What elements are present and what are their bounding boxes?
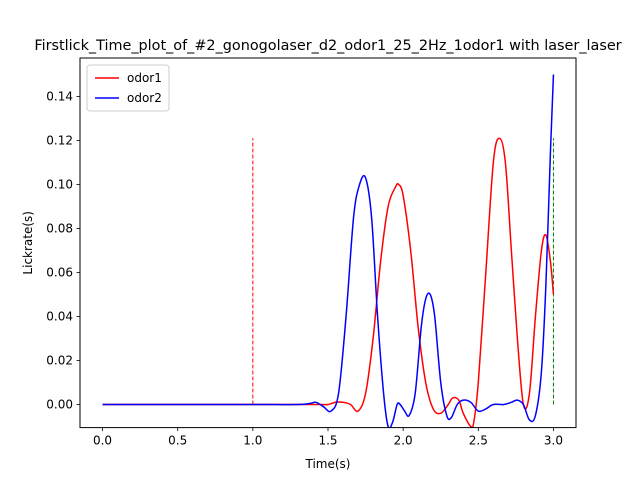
- y-axis: 0.00 0.02 0.04 0.06 0.08 0.10 0.12 0.14: [46, 90, 80, 412]
- legend-label-odor1: odor1: [127, 71, 162, 85]
- y-tick-label: 0.10: [46, 178, 73, 192]
- y-tick-label: 0.00: [46, 398, 73, 412]
- y-axis-label: Lickrate(s): [21, 211, 35, 275]
- x-tick-label: 2.0: [394, 434, 413, 448]
- x-tick-label: 3.0: [544, 434, 563, 448]
- plot-area: [102, 74, 555, 428]
- y-tick-label: 0.12: [46, 134, 73, 148]
- legend: odor1 odor2: [86, 64, 170, 112]
- y-tick-label: 0.02: [46, 354, 73, 368]
- x-tick-label: 2.5: [469, 434, 488, 448]
- series-line-odor2: [102, 74, 555, 428]
- y-tick-label: 0.06: [46, 266, 73, 280]
- y-tick-label: 0.14: [46, 90, 73, 104]
- x-axis: 0.0 0.5 1.0 1.5 2.0 2.5 3.0: [93, 427, 563, 448]
- x-tick-label: 1.5: [318, 434, 337, 448]
- y-tick-label: 0.04: [46, 310, 73, 324]
- y-tick-label: 0.08: [46, 222, 73, 236]
- legend-box: [86, 64, 170, 112]
- x-axis-label: Time(s): [305, 457, 351, 471]
- series-line-odor1: [102, 137, 555, 428]
- x-tick-label: 1.0: [243, 434, 262, 448]
- legend-label-odor2: odor2: [127, 91, 162, 105]
- chart-title: Firstlick_Time_plot_of_#2_gonogolaser_d2…: [34, 38, 621, 54]
- x-tick-label: 0.5: [168, 434, 187, 448]
- x-tick-label: 0.0: [93, 434, 112, 448]
